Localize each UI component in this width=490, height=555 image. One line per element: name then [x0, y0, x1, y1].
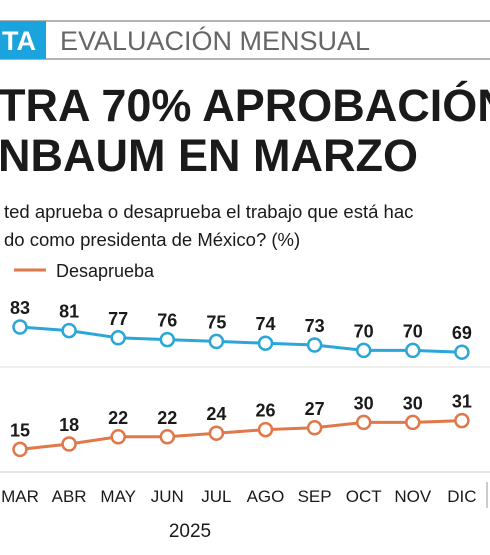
x-tick-label: JUN — [151, 487, 184, 506]
legend-label: Desaprueba — [56, 261, 155, 281]
x-tick-label: AGO — [247, 487, 285, 506]
data-point — [257, 335, 274, 351]
data-point — [159, 429, 176, 445]
x-tick-label: OCT — [346, 487, 382, 506]
data-point — [306, 420, 323, 436]
data-point — [454, 412, 470, 429]
x-tick-label: ABR — [52, 487, 87, 506]
chart-title: TRA 70% APROBACIÓN — [0, 80, 490, 131]
x-tick-label: MAY — [100, 487, 136, 506]
chart-subtitle: ted aprueba o desaprueba el trabajo que … — [4, 201, 413, 222]
data-label: 22 — [108, 408, 128, 428]
data-label: 30 — [354, 393, 374, 413]
data-label: 15 — [10, 420, 30, 440]
chart-title: NBAUM EN MARZO — [0, 130, 418, 181]
data-label: 70 — [403, 321, 423, 341]
data-point — [454, 344, 470, 360]
x-tick-label: MAR — [1, 487, 39, 506]
data-point — [159, 331, 176, 348]
data-label: 83 — [10, 298, 30, 318]
data-label: 75 — [206, 312, 226, 332]
data-point — [208, 425, 225, 441]
data-point — [405, 342, 421, 359]
x-tick-label: DIC — [447, 487, 476, 506]
data-point — [306, 337, 323, 353]
data-label: 22 — [157, 408, 177, 428]
data-label: 73 — [305, 316, 325, 336]
x-tick-label: JUL — [201, 487, 231, 506]
x-tick-label: SEP — [298, 487, 332, 506]
data-label: 27 — [305, 399, 325, 419]
data-point — [110, 429, 126, 445]
series-line — [19, 325, 462, 354]
data-point — [355, 414, 372, 431]
data-label: 76 — [157, 311, 177, 331]
data-label: 74 — [255, 314, 275, 334]
data-label: 18 — [59, 415, 79, 435]
data-label: 31 — [452, 392, 472, 412]
data-point — [110, 330, 126, 346]
data-point — [355, 342, 372, 359]
data-label: 26 — [255, 401, 275, 421]
series-line — [19, 419, 462, 451]
x-axis-label: 2025 — [169, 521, 211, 542]
data-label: 24 — [206, 404, 226, 424]
data-label: 77 — [108, 309, 128, 329]
header-tag-box — [0, 21, 46, 59]
data-label: 81 — [59, 302, 79, 322]
data-label: 69 — [452, 323, 472, 343]
data-point — [12, 441, 28, 458]
data-point — [405, 414, 421, 431]
data-point — [257, 421, 274, 438]
header-tag: TA — [2, 26, 36, 56]
data-point — [208, 333, 225, 350]
data-point — [12, 319, 28, 335]
data-label: 30 — [403, 393, 423, 413]
x-tick-label: NOV — [394, 487, 432, 506]
data-point — [61, 436, 77, 452]
chart-subtitle: do como presidenta de México? (%) — [4, 229, 300, 250]
data-label: 70 — [354, 321, 374, 341]
data-point — [61, 322, 77, 339]
header-section: EVALUACIÓN MENSUAL — [60, 25, 370, 56]
